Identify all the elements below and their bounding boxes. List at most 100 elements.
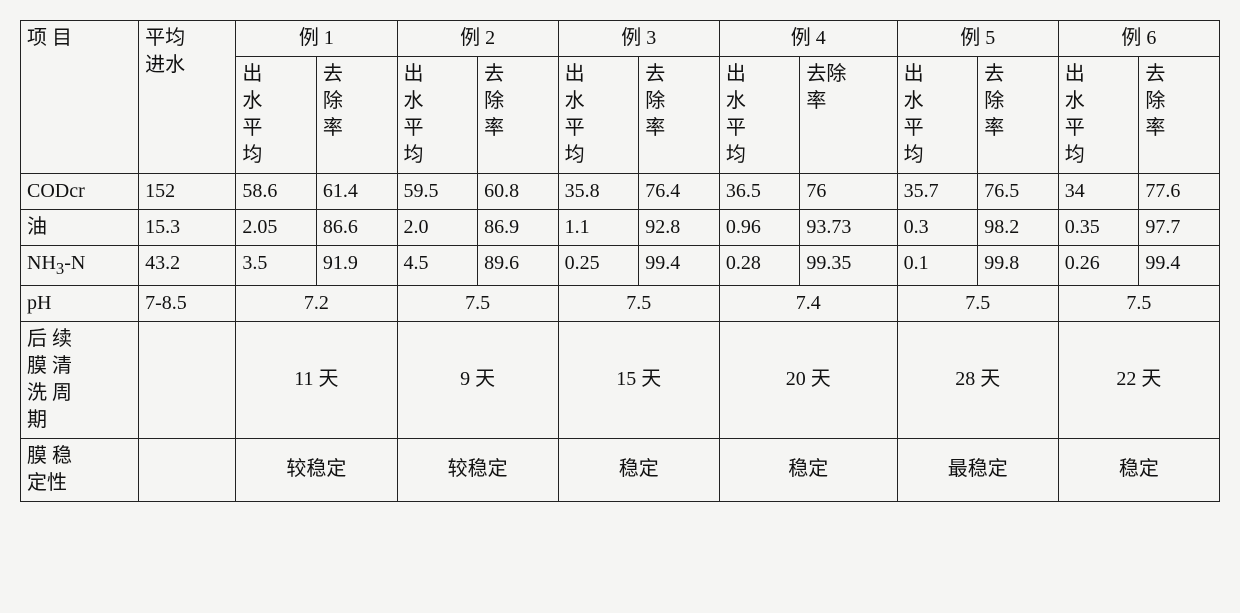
cell-value: 77.6 bbox=[1139, 174, 1220, 210]
cell-value: 89.6 bbox=[478, 246, 559, 286]
cell-value: 93.73 bbox=[800, 210, 897, 246]
header-removal: 去 除 率 bbox=[316, 57, 397, 174]
cell-merged: 稳定 bbox=[558, 438, 719, 501]
cell-merged: 15 天 bbox=[558, 321, 719, 438]
example-num: 6 bbox=[1146, 27, 1156, 49]
header-example-1: 例 1 bbox=[236, 21, 397, 57]
header-project: 项 目 bbox=[21, 21, 139, 174]
cell-merged: 9 天 bbox=[397, 321, 558, 438]
example-num: 2 bbox=[485, 27, 495, 49]
example-num: 5 bbox=[985, 27, 995, 49]
cell-value: 58.6 bbox=[236, 174, 317, 210]
cell-value: 99.4 bbox=[1139, 246, 1220, 286]
cell-influent: 43.2 bbox=[139, 246, 236, 286]
row-label-oil: 油 bbox=[21, 210, 139, 246]
cell-value: 98.2 bbox=[978, 210, 1059, 246]
cell-influent bbox=[139, 321, 236, 438]
header-example-6: 例 6 bbox=[1058, 21, 1219, 57]
cell-merged: 7.5 bbox=[897, 285, 1058, 321]
cell-value: 99.8 bbox=[978, 246, 1059, 286]
table-header-row: 项 目 平均 进水 例 1 例 2 例 3 例 4 例 5 例 6 bbox=[21, 21, 1220, 57]
cell-value: 92.8 bbox=[639, 210, 720, 246]
header-out-avg: 出 水 平 均 bbox=[558, 57, 639, 174]
cell-merged: 7.5 bbox=[1058, 285, 1219, 321]
cell-value: 76.4 bbox=[639, 174, 720, 210]
cell-value: 34 bbox=[1058, 174, 1139, 210]
cell-value: 2.05 bbox=[236, 210, 317, 246]
cell-value: 99.35 bbox=[800, 246, 897, 286]
header-example-5: 例 5 bbox=[897, 21, 1058, 57]
header-removal: 去 除 率 bbox=[639, 57, 720, 174]
header-out-avg: 出 水 平 均 bbox=[719, 57, 800, 174]
cell-merged: 较稳定 bbox=[236, 438, 397, 501]
cell-value: 86.9 bbox=[478, 210, 559, 246]
cell-merged: 7.2 bbox=[236, 285, 397, 321]
cell-merged: 28 天 bbox=[897, 321, 1058, 438]
cell-merged: 7.4 bbox=[719, 285, 897, 321]
example-prefix: 例 bbox=[1121, 27, 1141, 49]
cell-value: 0.96 bbox=[719, 210, 800, 246]
table-row: 膜 稳 定性 较稳定 较稳定 稳定 稳定 最稳定 稳定 bbox=[21, 438, 1220, 501]
example-num: 1 bbox=[324, 27, 334, 49]
cell-merged: 22 天 bbox=[1058, 321, 1219, 438]
cell-merged: 7.5 bbox=[397, 285, 558, 321]
row-label-codcr: CODcr bbox=[21, 174, 139, 210]
cell-merged: 11 天 bbox=[236, 321, 397, 438]
header-avg-influent: 平均 进水 bbox=[139, 21, 236, 174]
table-row: 油 15.3 2.0586.6 2.086.9 1.192.8 0.9693.7… bbox=[21, 210, 1220, 246]
example-prefix: 例 bbox=[960, 27, 980, 49]
cell-value: 0.35 bbox=[1058, 210, 1139, 246]
header-out-avg: 出 水 平 均 bbox=[1058, 57, 1139, 174]
header-removal: 去 除 率 bbox=[1139, 57, 1220, 174]
table-row: 后 续 膜 清 洗 周 期 11 天 9 天 15 天 20 天 28 天 22… bbox=[21, 321, 1220, 438]
header-out-avg: 出 水 平 均 bbox=[897, 57, 978, 174]
cell-merged: 稳定 bbox=[719, 438, 897, 501]
cell-influent bbox=[139, 438, 236, 501]
table-row: pH 7-8.5 7.2 7.5 7.5 7.4 7.5 7.5 bbox=[21, 285, 1220, 321]
cell-value: 3.5 bbox=[236, 246, 317, 286]
cell-value: 0.3 bbox=[897, 210, 978, 246]
header-removal: 去 除 率 bbox=[478, 57, 559, 174]
header-removal: 去除 率 bbox=[800, 57, 897, 174]
cell-influent: 15.3 bbox=[139, 210, 236, 246]
cell-merged: 7.5 bbox=[558, 285, 719, 321]
cell-value: 35.7 bbox=[897, 174, 978, 210]
cell-value: 76 bbox=[800, 174, 897, 210]
cell-value: 0.28 bbox=[719, 246, 800, 286]
cell-value: 97.7 bbox=[1139, 210, 1220, 246]
table-wrapper: 项 目 平均 进水 例 1 例 2 例 3 例 4 例 5 例 6 出 水 平 … bbox=[20, 20, 1220, 502]
header-out-avg: 出 水 平 均 bbox=[397, 57, 478, 174]
example-prefix: 例 bbox=[299, 27, 319, 49]
cell-merged: 稳定 bbox=[1058, 438, 1219, 501]
header-example-4: 例 4 bbox=[719, 21, 897, 57]
row-label-membrane-cycle: 后 续 膜 清 洗 周 期 bbox=[21, 321, 139, 438]
header-out-avg: 出 水 平 均 bbox=[236, 57, 317, 174]
cell-value: 99.4 bbox=[639, 246, 720, 286]
cell-value: 2.0 bbox=[397, 210, 478, 246]
cell-value: 0.25 bbox=[558, 246, 639, 286]
header-example-3: 例 3 bbox=[558, 21, 719, 57]
row-label-membrane-stability: 膜 稳 定性 bbox=[21, 438, 139, 501]
cell-value: 59.5 bbox=[397, 174, 478, 210]
data-table: 项 目 平均 进水 例 1 例 2 例 3 例 4 例 5 例 6 出 水 平 … bbox=[20, 20, 1220, 502]
cell-value: 36.5 bbox=[719, 174, 800, 210]
header-example-2: 例 2 bbox=[397, 21, 558, 57]
example-prefix: 例 bbox=[460, 27, 480, 49]
cell-value: 60.8 bbox=[478, 174, 559, 210]
table-row: CODcr 152 58.661.4 59.560.8 35.876.4 36.… bbox=[21, 174, 1220, 210]
cell-merged: 较稳定 bbox=[397, 438, 558, 501]
table-row: NH3-N 43.2 3.591.9 4.589.6 0.2599.4 0.28… bbox=[21, 246, 1220, 286]
cell-value: 91.9 bbox=[316, 246, 397, 286]
cell-influent: 7-8.5 bbox=[139, 285, 236, 321]
cell-value: 61.4 bbox=[316, 174, 397, 210]
cell-value: 76.5 bbox=[978, 174, 1059, 210]
row-label-ph: pH bbox=[21, 285, 139, 321]
cell-influent: 152 bbox=[139, 174, 236, 210]
cell-merged: 20 天 bbox=[719, 321, 897, 438]
cell-value: 0.26 bbox=[1058, 246, 1139, 286]
example-num: 4 bbox=[816, 27, 826, 49]
example-prefix: 例 bbox=[621, 27, 641, 49]
example-prefix: 例 bbox=[791, 27, 811, 49]
cell-value: 4.5 bbox=[397, 246, 478, 286]
cell-value: 0.1 bbox=[897, 246, 978, 286]
